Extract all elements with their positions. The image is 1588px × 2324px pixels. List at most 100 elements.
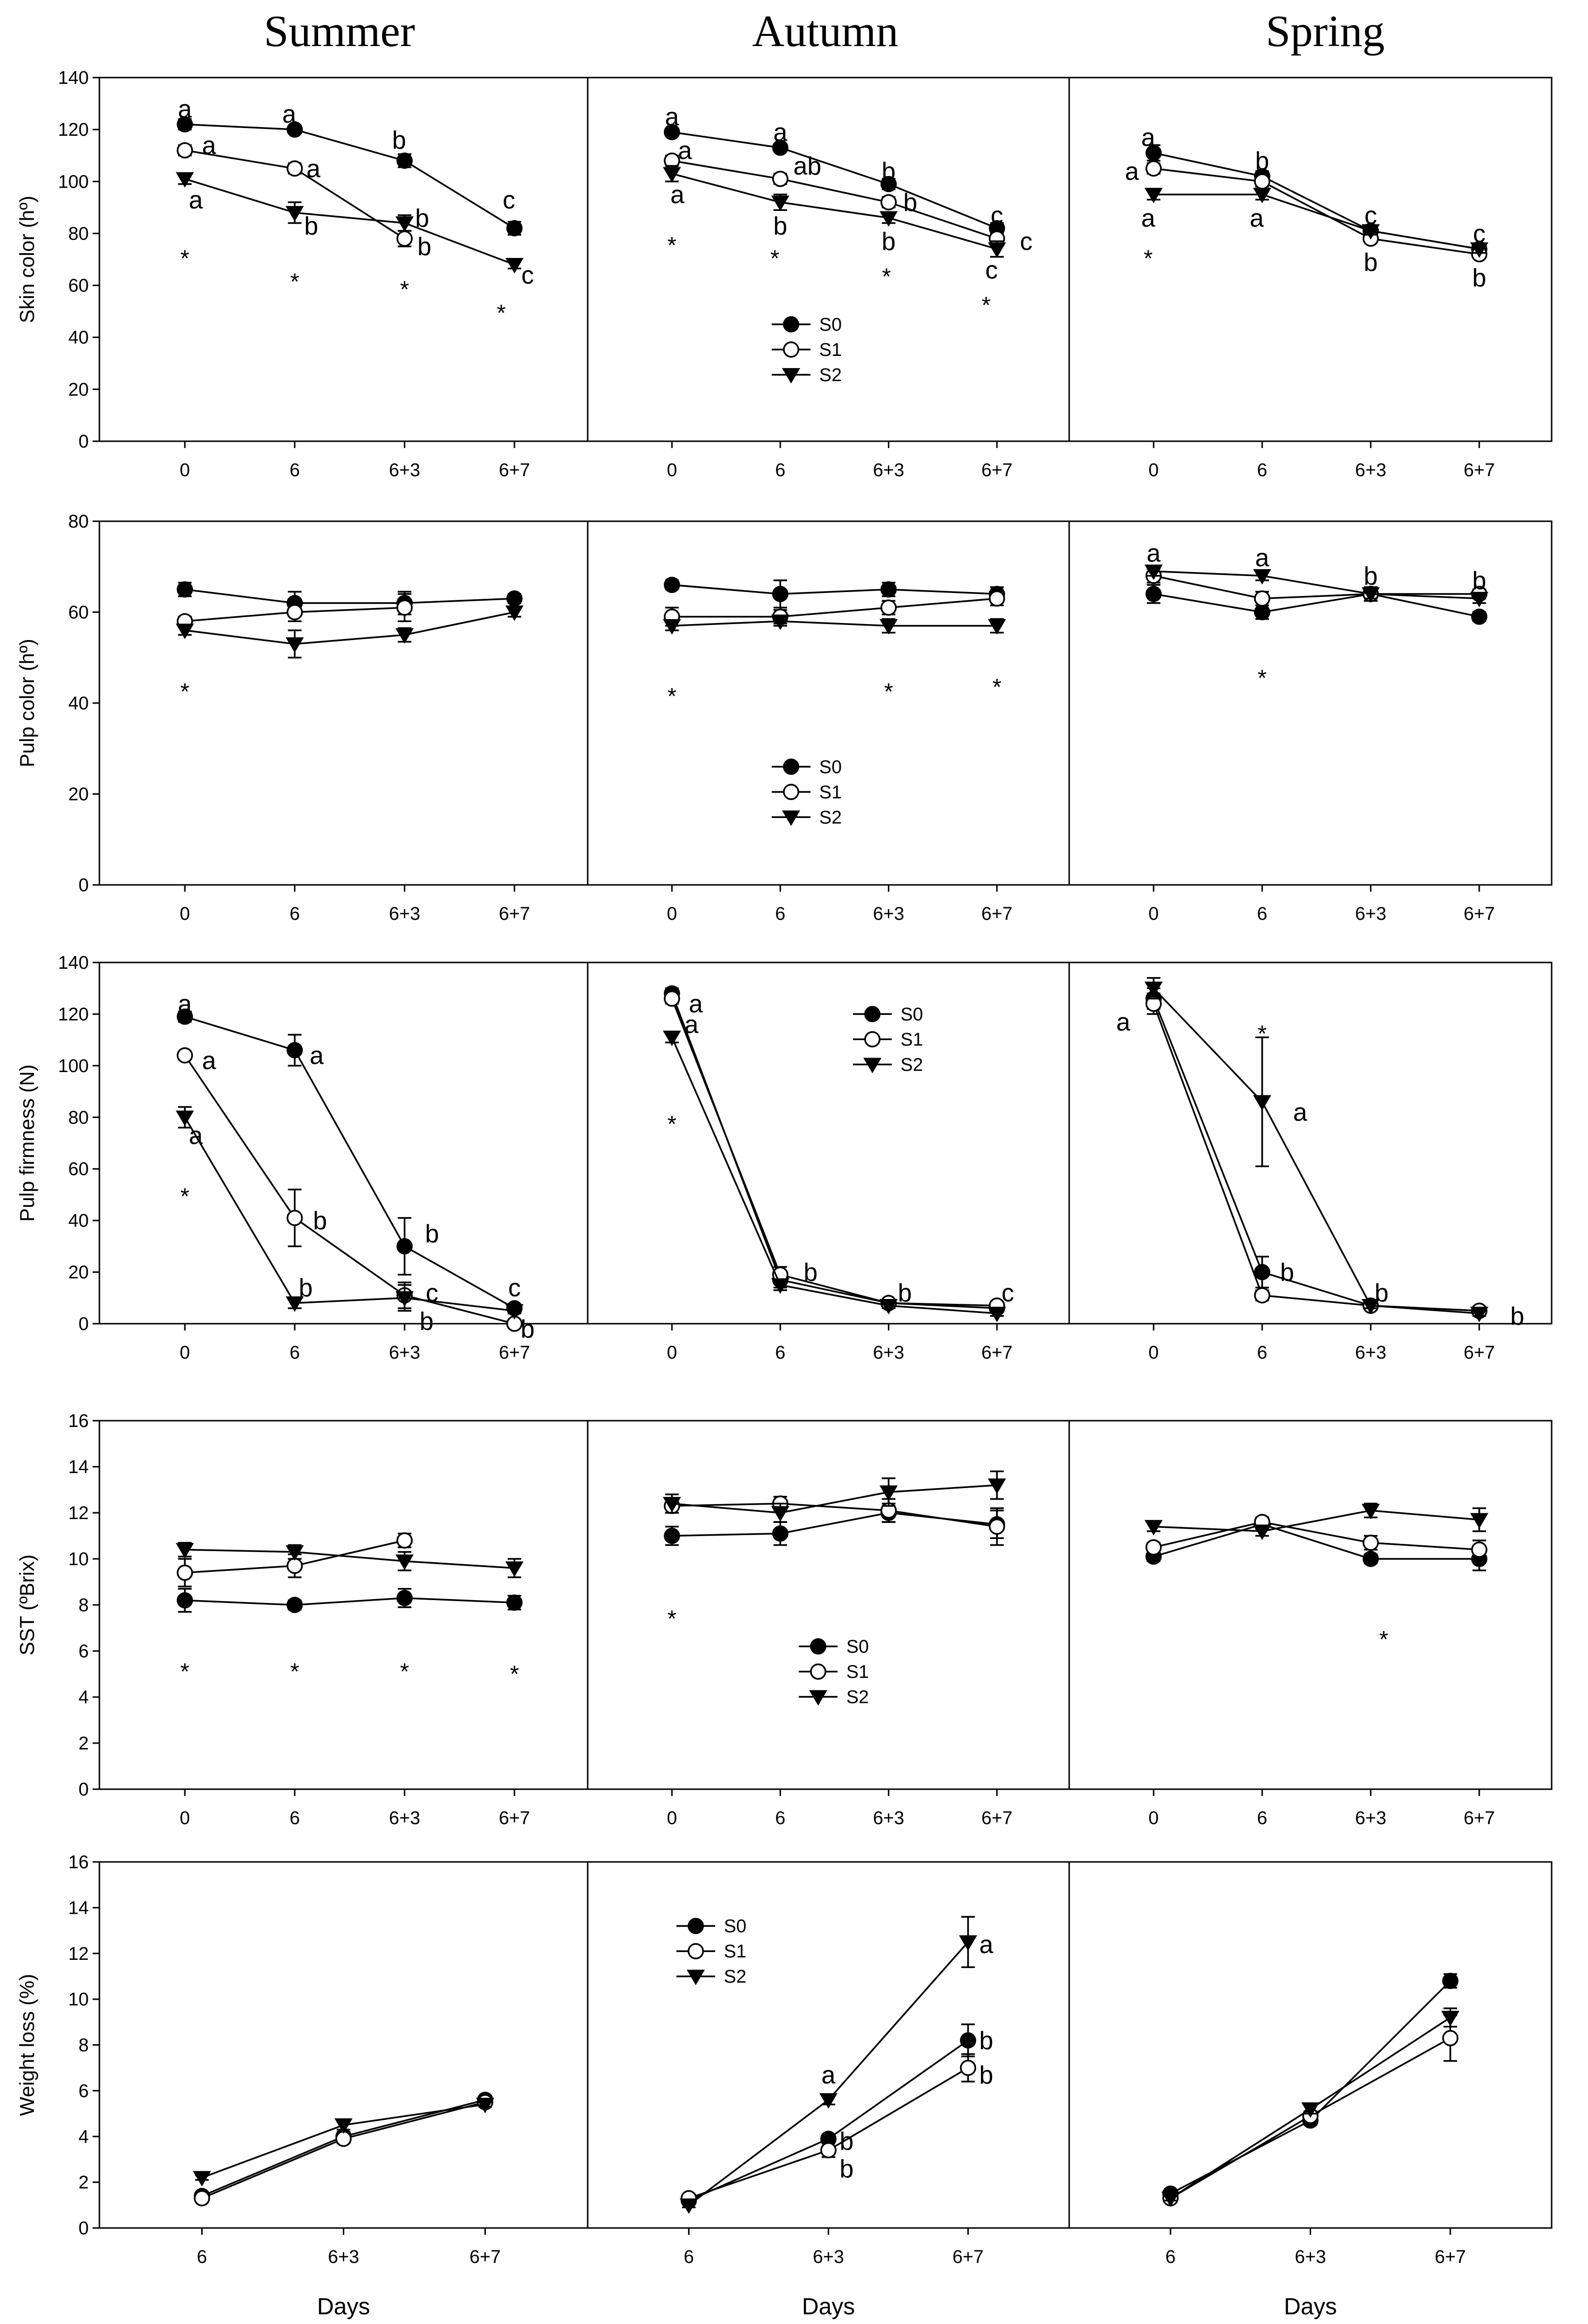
x-tick-label: 6+7 (1435, 2247, 1466, 2267)
series-S2 (679, 1916, 978, 2214)
data-point (193, 2190, 210, 2207)
significance-letter: b (839, 2128, 853, 2156)
significance-letter: a (1147, 540, 1161, 568)
data-point (1253, 1524, 1271, 1540)
data-point (771, 195, 789, 211)
data-point (771, 1506, 789, 1522)
x-tick-label: 6+3 (813, 2247, 844, 2267)
data-point (880, 176, 897, 192)
chart-skin-summer: 0 20 40 60 80 100 120 140 Skin color (hº) 0 6 6+3 6+… (16, 68, 589, 481)
x-tick-label: 0 (180, 1808, 190, 1828)
data-point (664, 990, 680, 1007)
significance-letter: a (773, 119, 787, 147)
significance-letter: a (685, 1011, 699, 1039)
data-point (1470, 592, 1489, 608)
data-point (286, 1545, 304, 1561)
data-point (879, 1485, 898, 1501)
significance-letter: b (425, 1220, 439, 1248)
significance-letter: a (178, 990, 192, 1018)
y-axis-label: Pulp firmness (N) (16, 1064, 38, 1221)
data-point (287, 121, 303, 138)
significance-letter: a (310, 1042, 324, 1070)
x-tick-label: 6+7 (499, 904, 530, 924)
data-point (1471, 609, 1488, 625)
y-tick-label: 40 (68, 1211, 89, 1231)
y-tick-label: 60 (68, 603, 89, 623)
y-tick-label: 14 (68, 1457, 89, 1477)
series-line (671, 998, 997, 1307)
y-axis-label: Weight loss (%) (16, 1974, 38, 2116)
x-tick-label: 6+7 (469, 2247, 500, 2267)
series-line (184, 1055, 515, 1325)
series-S1 (176, 1532, 413, 1587)
significance-star: * (667, 233, 676, 258)
significance-letter: b (1280, 1259, 1294, 1287)
significance-star: * (770, 246, 780, 272)
data-point (176, 142, 193, 159)
significance-letter: a (689, 990, 703, 1018)
x-tick-label: 6+3 (873, 904, 904, 924)
data-point (771, 1278, 789, 1294)
data-point (1442, 2030, 1459, 2047)
series-line (185, 588, 515, 604)
data-point (663, 167, 681, 183)
series-line (1153, 575, 1479, 600)
significance-star: * (290, 1659, 299, 1685)
y-tick-label: 4 (79, 2127, 89, 2147)
y-tick-label: 100 (58, 1056, 89, 1076)
data-point (772, 139, 788, 156)
data-point (286, 637, 304, 653)
y-tick-label: 6 (79, 2081, 89, 2101)
y-tick-label: 8 (79, 1595, 89, 1616)
x-tick-label: 6+3 (1355, 1808, 1386, 1828)
data-point (820, 2142, 837, 2159)
chart-wl-summer: 0 2 4 6 8 10 12 14 16 Weight loss (%) 6 6+3 6+7 Days (16, 1852, 589, 2320)
data-point (396, 152, 413, 169)
data-point (819, 2093, 838, 2109)
legend-marker (783, 316, 800, 333)
significance-star: * (1258, 665, 1267, 691)
legend-label: S2 (900, 1055, 923, 1075)
significance-letter: b (773, 212, 787, 240)
x-tick-label: 6+7 (1464, 460, 1495, 481)
x-tick-label: 6+7 (981, 1343, 1012, 1363)
data-point (1470, 1513, 1489, 1529)
significance-star: * (1379, 1627, 1388, 1652)
x-tick-label: 6+7 (499, 1808, 530, 1828)
x-tick-label: 6 (1257, 904, 1267, 924)
x-tick-label: 6+7 (1464, 904, 1495, 924)
data-point (1363, 1551, 1379, 1567)
significance-star: * (180, 679, 190, 705)
data-point (1442, 1972, 1459, 1989)
series-line (672, 1484, 997, 1514)
legend: S0 S1 S2 (771, 315, 842, 385)
significance-letter: a (1293, 1099, 1307, 1127)
y-tick-label: 6 (79, 1641, 89, 1662)
data-point (1144, 981, 1163, 997)
data-point (286, 206, 304, 222)
data-point (395, 216, 414, 232)
significance-letter: a (1125, 158, 1139, 186)
significance-letter: b (417, 233, 432, 261)
legend-marker (687, 1970, 705, 1986)
significance-letter: b (898, 1279, 912, 1307)
data-point (1253, 188, 1271, 204)
significance-letter: a (202, 131, 216, 160)
y-tick-label: 100 (58, 172, 89, 192)
data-point (1470, 1306, 1489, 1322)
significance-star: * (1258, 1021, 1267, 1047)
y-axis-label: SST (ºBrix) (16, 1555, 38, 1655)
y-tick-label: 0 (79, 1314, 89, 1334)
legend-label: S1 (819, 340, 842, 360)
legend: S0 S1 S2 (676, 1916, 746, 1987)
series-line (1153, 1003, 1479, 1312)
data-point (287, 1210, 303, 1226)
data-point (396, 1590, 413, 1606)
y-tick-label: 0 (79, 875, 89, 896)
season-title-spring: Spring (1266, 6, 1384, 56)
legend-marker (688, 1918, 704, 1934)
y-tick-label: 60 (68, 1159, 89, 1180)
y-tick-label: 40 (68, 693, 89, 714)
series-line (672, 620, 997, 627)
